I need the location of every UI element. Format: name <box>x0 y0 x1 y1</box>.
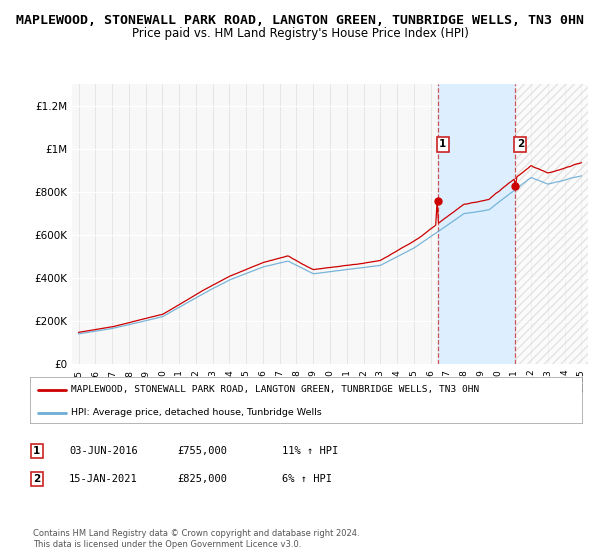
Text: Contains HM Land Registry data © Crown copyright and database right 2024.
This d: Contains HM Land Registry data © Crown c… <box>33 529 359 549</box>
Text: 1: 1 <box>33 446 40 456</box>
Text: MAPLEWOOD, STONEWALL PARK ROAD, LANGTON GREEN, TUNBRIDGE WELLS, TN3 0HN: MAPLEWOOD, STONEWALL PARK ROAD, LANGTON … <box>16 14 584 27</box>
Text: 03-JUN-2016: 03-JUN-2016 <box>69 446 138 456</box>
Text: 2: 2 <box>517 139 524 150</box>
Text: HPI: Average price, detached house, Tunbridge Wells: HPI: Average price, detached house, Tunb… <box>71 408 322 417</box>
Text: £755,000: £755,000 <box>177 446 227 456</box>
Bar <box>437 84 515 364</box>
Bar <box>515 84 590 364</box>
Bar <box>515 84 590 364</box>
Text: MAPLEWOOD, STONEWALL PARK ROAD, LANGTON GREEN, TUNBRIDGE WELLS, TN3 0HN: MAPLEWOOD, STONEWALL PARK ROAD, LANGTON … <box>71 385 479 394</box>
Text: 2: 2 <box>33 474 40 484</box>
Text: 6% ↑ HPI: 6% ↑ HPI <box>282 474 332 484</box>
Text: 11% ↑ HPI: 11% ↑ HPI <box>282 446 338 456</box>
Text: Price paid vs. HM Land Registry's House Price Index (HPI): Price paid vs. HM Land Registry's House … <box>131 27 469 40</box>
Text: 1: 1 <box>439 139 446 150</box>
Text: £825,000: £825,000 <box>177 474 227 484</box>
Text: 15-JAN-2021: 15-JAN-2021 <box>69 474 138 484</box>
